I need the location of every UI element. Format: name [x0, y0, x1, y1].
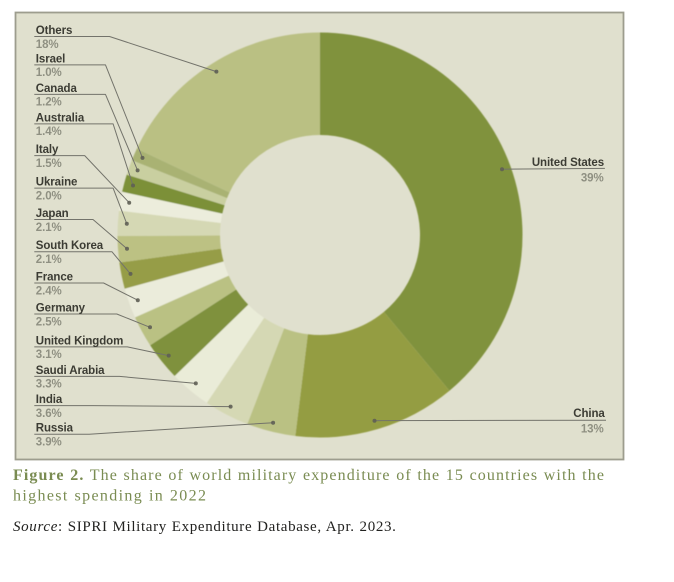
svg-text:2.1%: 2.1%	[36, 254, 62, 266]
svg-text:Australia: Australia	[36, 112, 85, 124]
svg-text:1.2%: 1.2%	[36, 97, 62, 109]
svg-text:2.1%: 2.1%	[36, 222, 62, 234]
svg-text:United Kingdom: United Kingdom	[36, 335, 123, 347]
svg-text:Canada: Canada	[36, 83, 78, 95]
svg-text:Italy: Italy	[36, 144, 59, 156]
svg-text:Germany: Germany	[36, 303, 86, 315]
svg-text:Ukraine: Ukraine	[36, 177, 78, 189]
svg-text:2.0%: 2.0%	[36, 190, 62, 202]
svg-text:Source: SIPRI Military Expendi: Source: SIPRI Military Expenditure Datab…	[13, 519, 397, 535]
svg-text:2.4%: 2.4%	[36, 285, 62, 297]
svg-text:18%: 18%	[36, 39, 59, 51]
svg-text:Figure 2. The share of world m: Figure 2. The share of world military ex…	[13, 467, 605, 484]
svg-text:China: China	[573, 408, 605, 420]
svg-text:Saudi Arabia: Saudi Arabia	[36, 365, 105, 377]
svg-text:3.3%: 3.3%	[36, 379, 62, 391]
svg-text:3.9%: 3.9%	[36, 437, 62, 449]
svg-text:13%: 13%	[581, 423, 604, 435]
svg-text:Russia: Russia	[36, 423, 74, 435]
svg-text:2.5%: 2.5%	[36, 316, 62, 328]
svg-text:France: France	[36, 272, 73, 284]
svg-text:3.6%: 3.6%	[36, 408, 62, 420]
svg-text:India: India	[36, 394, 63, 406]
svg-text:1.4%: 1.4%	[36, 126, 62, 138]
svg-text:highest spending in 2022: highest spending in 2022	[13, 488, 207, 505]
svg-text:Israel: Israel	[36, 53, 65, 65]
svg-text:1.5%: 1.5%	[36, 158, 62, 170]
svg-text:Japan: Japan	[36, 208, 69, 220]
svg-text:3.1%: 3.1%	[36, 349, 62, 361]
svg-text:39%: 39%	[581, 172, 604, 184]
svg-text:1.0%: 1.0%	[36, 67, 62, 79]
svg-text:United States: United States	[532, 157, 604, 169]
svg-text:Others: Others	[36, 25, 72, 37]
svg-text:South Korea: South Korea	[36, 240, 104, 252]
